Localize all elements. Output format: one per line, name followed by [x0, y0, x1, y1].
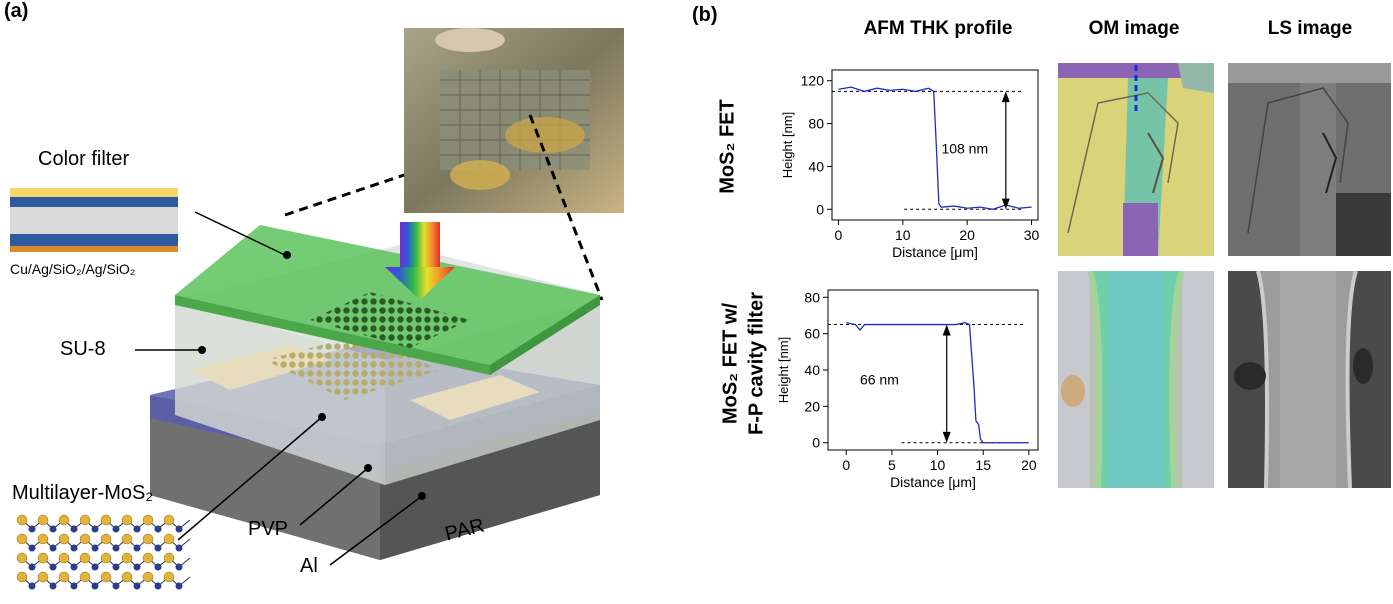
afm-chart-1: 0 10 20 30 0 40 80 120 Distance [μm] Height [nm] 1…: [780, 69, 1040, 260]
y-tick-label: 80: [804, 289, 820, 305]
x-tick-label: 20: [1021, 457, 1037, 473]
panel-a-letter: (a): [4, 0, 29, 22]
y-tick-label: 60: [804, 326, 820, 342]
y-axis-label: Height [nm]: [780, 112, 795, 178]
header-ls: LS image: [1267, 18, 1353, 39]
x-tick-label: 30: [1024, 227, 1040, 243]
height-profile-line: [838, 86, 1032, 210]
plot-frame: [827, 289, 1039, 451]
filter-stack-icon: [10, 188, 178, 252]
ls-image-1: [1228, 63, 1391, 256]
height-profile-line: [846, 322, 1029, 444]
afm-chart-2: 0 5 10 15 20 0 20 40 60 80 Distance [μm] Height [nm…: [776, 289, 1039, 490]
om-image-2: [1058, 271, 1214, 488]
x-tick-label: 0: [835, 227, 843, 243]
row-label-mos2-fet: MoS₂ FET: [716, 99, 739, 194]
zoom-line-left: [284, 173, 405, 217]
y-tick-label: 0: [812, 435, 820, 451]
x-tick-label: 0: [842, 457, 850, 473]
plot-frame: [831, 69, 1039, 221]
height-annotation: 66 nm: [860, 372, 899, 388]
flexible-sample-photo: [404, 28, 624, 213]
ls-image-2: [1228, 271, 1391, 488]
light-arrow-icon: [385, 222, 455, 300]
x-tick-label: 10: [930, 457, 946, 473]
y-tick-label: 40: [804, 362, 820, 378]
x-axis-label: Distance [μm]: [892, 244, 978, 260]
zoom-line-right: [528, 114, 604, 301]
header-afm: AFM THK profile: [863, 18, 1013, 39]
y-axis-label: Height [nm]: [776, 337, 791, 403]
y-tick-label: 40: [808, 158, 824, 174]
pvp-label: PVP: [248, 518, 289, 540]
height-annotation: 108 nm: [941, 141, 988, 157]
row-label-filter-line1: MoS₂ FET w/: [719, 302, 742, 425]
x-tick-label: 5: [888, 457, 896, 473]
y-tick-label: 80: [808, 116, 824, 132]
x-tick-label: 20: [959, 227, 975, 243]
om-image-1: [1058, 63, 1214, 256]
y-tick-label: 20: [804, 398, 820, 414]
filter-stack-label: Cu/Ag/SiO₂/Ag/SiO₂: [10, 261, 136, 277]
color-filter-label: Color filter: [38, 148, 130, 170]
panel-b-letter: (b): [692, 4, 718, 26]
y-tick-label: 0: [816, 201, 824, 217]
y-tick-label: 120: [801, 73, 825, 89]
x-tick-label: 15: [975, 457, 991, 473]
mos2-label: Multilayer-MoS₂: [12, 482, 154, 504]
color-filter-layer: [175, 225, 600, 365]
x-axis-label: Distance [μm]: [890, 474, 976, 490]
device-illustration: [10, 28, 624, 590]
su8-label: SU-8: [60, 338, 106, 360]
al-label: Al: [300, 555, 318, 577]
x-tick-label: 10: [895, 227, 911, 243]
mos2-lattice-icon: [16, 514, 191, 590]
header-om: OM image: [1088, 18, 1180, 39]
